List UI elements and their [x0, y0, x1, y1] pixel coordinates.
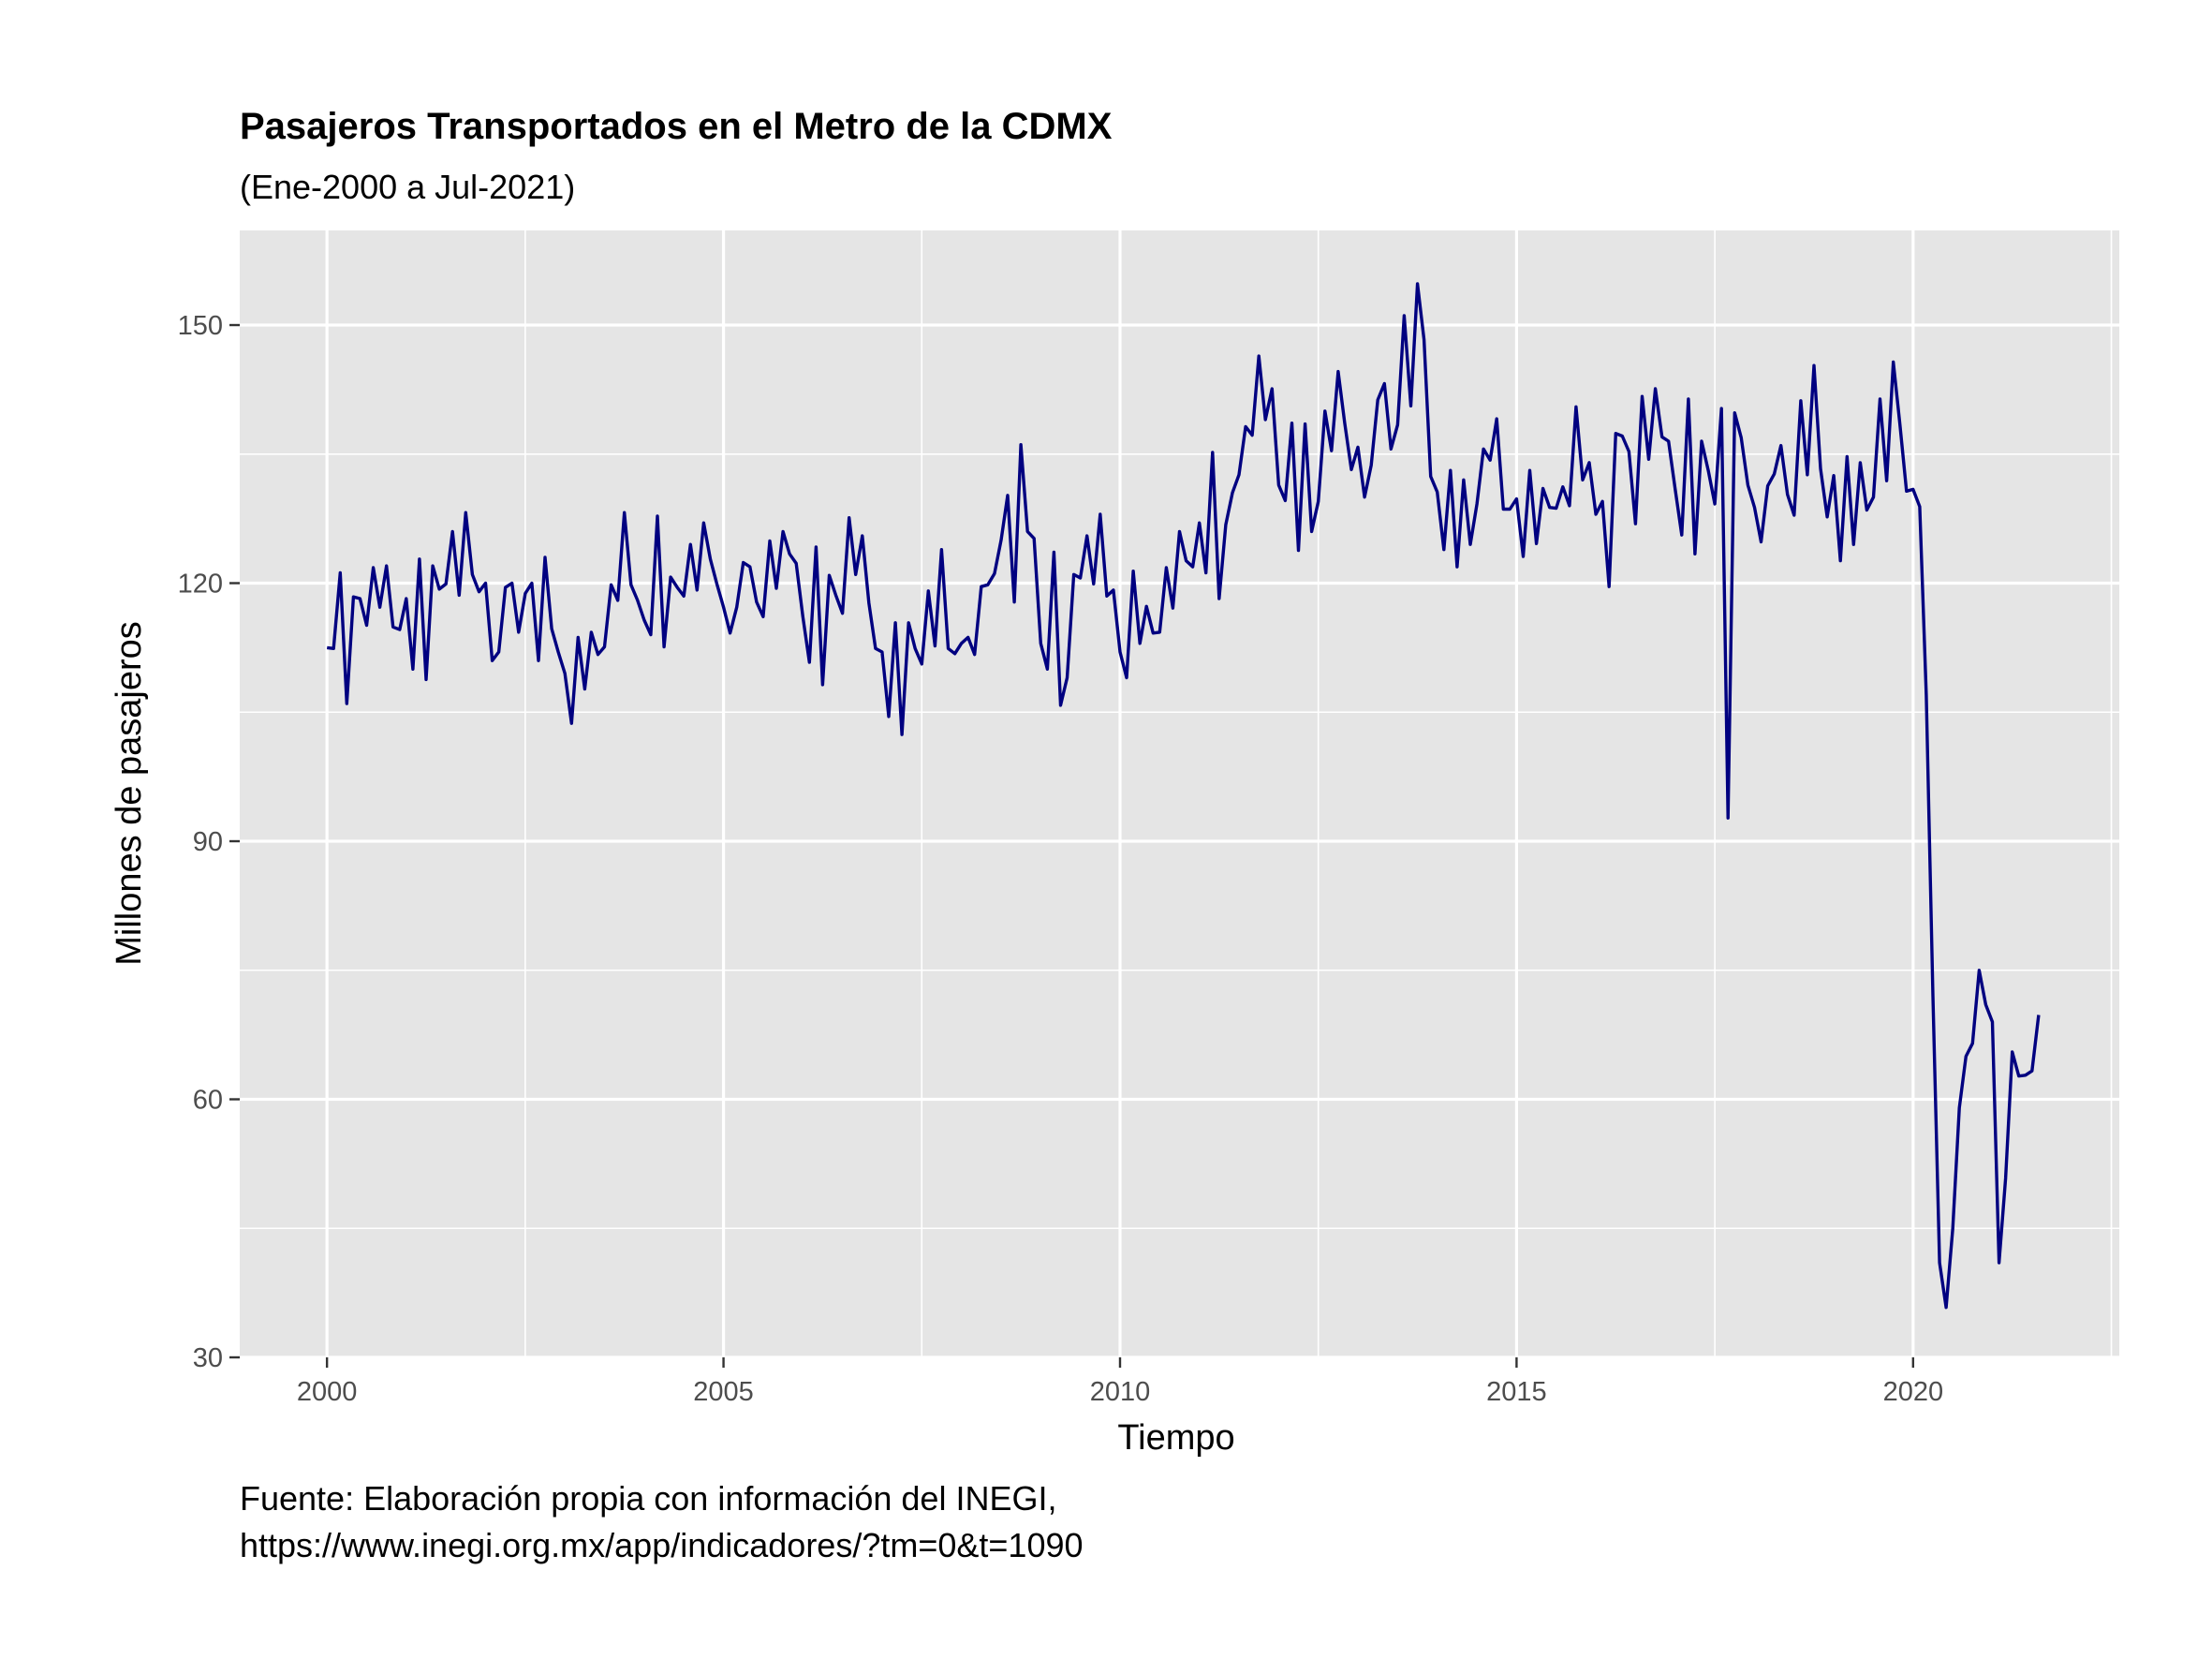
- y-tick-label: 30: [193, 1343, 223, 1373]
- x-tick-label: 2010: [1090, 1377, 1151, 1407]
- x-tick-label: 2020: [1883, 1377, 1944, 1407]
- y-axis: 30 60 90 120 150: [178, 311, 240, 1373]
- caption-source: Fuente: Elaboración propia con informaci…: [240, 1479, 1056, 1518]
- chart-title: Pasajeros Transportados en el Metro de l…: [240, 106, 1113, 147]
- x-axis-title: Tiempo: [1117, 1418, 1234, 1458]
- y-tick-label: 120: [178, 570, 223, 600]
- x-tick-label: 2005: [693, 1377, 754, 1407]
- y-tick-label: 60: [193, 1086, 223, 1116]
- caption-url: https://www.inegi.org.mx/app/indicadores…: [240, 1526, 1084, 1564]
- plot-panel: [240, 230, 2119, 1357]
- x-axis: 2000 2005 2010 2015 2020: [297, 1357, 1943, 1407]
- series-line-pasajeros: [326, 282, 2041, 1310]
- chart-subtitle: (Ene-2000 a Jul-2021): [240, 168, 575, 206]
- series-layer: [326, 282, 2041, 1310]
- x-tick-label: 2000: [297, 1377, 358, 1407]
- y-axis-title: Millones de pasajeros: [110, 621, 149, 966]
- y-tick-label: 150: [178, 311, 223, 341]
- x-tick-label: 2015: [1486, 1377, 1547, 1407]
- y-tick-label: 90: [193, 827, 223, 857]
- gridlines: [240, 230, 2119, 1359]
